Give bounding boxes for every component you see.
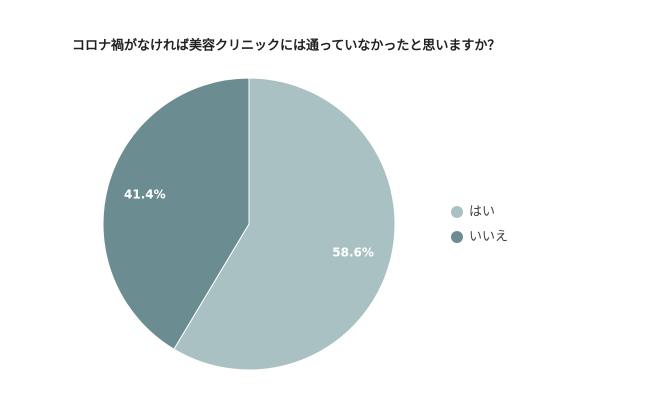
pie-slice [173, 77, 396, 371]
pie-slice [102, 77, 250, 350]
data-label: 58.6% [332, 245, 374, 259]
legend-marker [451, 231, 463, 243]
data-label: 41.4% [124, 188, 166, 202]
legend-label: はい [469, 205, 495, 220]
legend-marker [451, 206, 463, 218]
legend-label: いいえ [469, 230, 508, 245]
chart-title: コロナ禍がなければ美容クリニックには通っていなかったと思いますか？ [72, 38, 500, 54]
